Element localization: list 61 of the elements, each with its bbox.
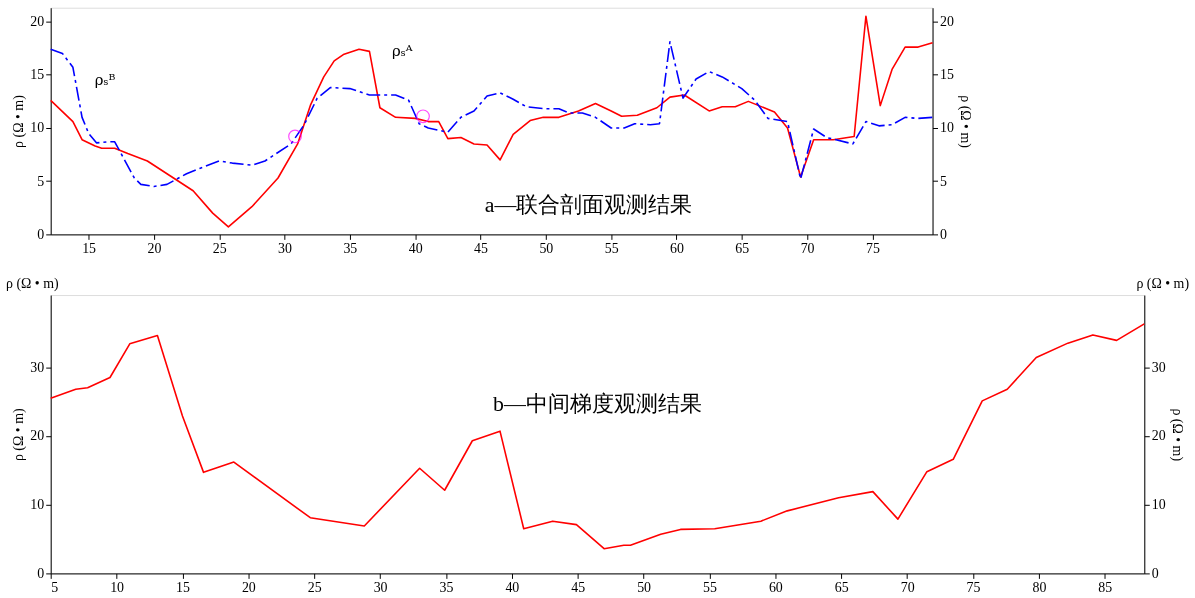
y-tick-label: 10: [30, 120, 45, 136]
y2-tick-label: 0: [939, 226, 947, 242]
y-tick-label: 5: [37, 173, 45, 189]
line-series: [49, 15, 934, 228]
x-tick-label: 60: [670, 240, 684, 256]
y-tick-label: 20: [30, 428, 45, 444]
x-tick-label: 70: [800, 240, 815, 256]
line-series: [49, 323, 1146, 550]
y2-axis-title: ρ (Ω • m): [1168, 408, 1185, 462]
y-axis-title: ρ (Ω • m): [11, 94, 28, 148]
x-tick-label: 45: [474, 240, 489, 256]
x-tick-label: 30: [373, 579, 388, 595]
x-tick-label: 40: [505, 579, 520, 595]
x-tick-label: 35: [439, 579, 454, 595]
annotation: a—联合剖面观测结果: [484, 192, 693, 217]
x-tick-label: 55: [703, 579, 717, 595]
x-tick-label: 50: [539, 240, 554, 256]
x-tick-label: 75: [966, 579, 981, 595]
x-tick-label: 15: [82, 240, 97, 256]
x-tick-label: 70: [900, 579, 915, 595]
y-tick-label: 0: [37, 565, 45, 581]
x-tick-label: 15: [176, 579, 190, 595]
x-tick-label: 50: [637, 579, 652, 595]
x-tick-label: 25: [307, 579, 322, 595]
text: ρ (Ω • m): [1136, 276, 1190, 293]
x-tick-label: 55: [604, 240, 619, 256]
y-tick-label: 30: [30, 359, 45, 375]
annotation: ρₛᴬ: [391, 41, 413, 60]
x-tick-label: 40: [408, 240, 423, 256]
x-tick-label: 45: [571, 579, 586, 595]
y2-tick-label: 5: [939, 173, 947, 189]
y2-tick-label: 0: [1151, 565, 1159, 581]
x-tick-label: 85: [1098, 579, 1113, 595]
x-tick-label: 5: [51, 579, 59, 595]
annotation: ρₛᴮ: [94, 71, 116, 90]
y-tick-label: 0: [37, 226, 45, 242]
y-axis-title: ρ (Ω • m): [11, 408, 28, 462]
annotation: b—中间梯度观测结果: [493, 391, 702, 416]
y-tick-label: 20: [30, 14, 45, 30]
x-tick-label: 75: [865, 240, 880, 256]
x-tick-label: 20: [241, 579, 256, 595]
y2-tick-label: 30: [1151, 359, 1166, 375]
line-series: [49, 40, 934, 188]
y-tick-label: 15: [30, 67, 45, 83]
x-tick-label: 65: [834, 579, 849, 595]
y2-tick-label: 20: [939, 14, 954, 30]
x-tick-label: 80: [1032, 579, 1047, 595]
y2-tick-label: 10: [1151, 497, 1166, 513]
text: ρ (Ω • m): [5, 276, 59, 293]
x-tick-label: 65: [735, 240, 750, 256]
x-tick-label: 25: [212, 240, 227, 256]
y-tick-label: 10: [30, 497, 45, 513]
y2-tick-label: 10: [939, 120, 954, 136]
y2-tick-label: 15: [939, 67, 954, 83]
x-tick-label: 60: [768, 579, 783, 595]
y2-axis-title: ρ (Ω • m): [956, 95, 973, 149]
x-tick-label: 30: [278, 240, 293, 256]
y2-tick-label: 20: [1151, 428, 1166, 444]
x-tick-label: 10: [110, 579, 125, 595]
x-tick-label: 20: [147, 240, 162, 256]
x-tick-label: 35: [343, 240, 358, 256]
